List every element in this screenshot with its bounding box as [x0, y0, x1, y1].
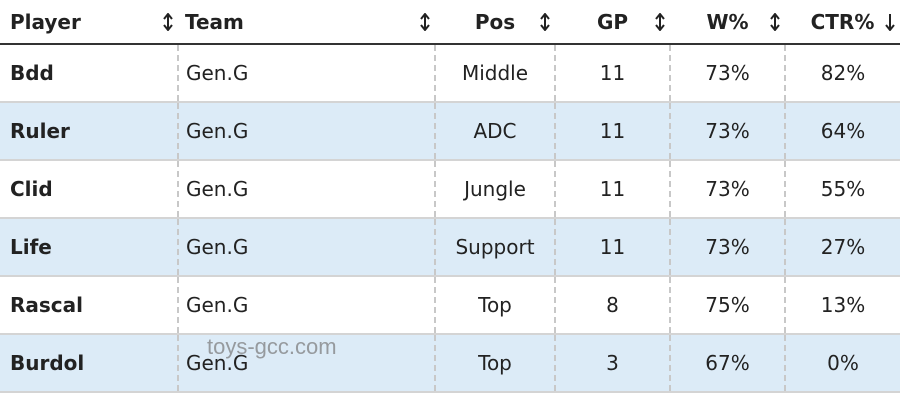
cell: Gen.G [177, 102, 435, 161]
player-cell: Ruler [0, 102, 178, 161]
cell: Gen.G [177, 218, 435, 277]
cell: Gen.G [177, 44, 435, 103]
sort-icon[interactable] [884, 13, 896, 31]
player-cell: Rascal [0, 276, 178, 335]
cell: 67% [669, 334, 785, 393]
table-row: Clid Gen.G Jungle 11 73% 55% [0, 160, 900, 219]
cell: 73% [669, 218, 785, 277]
sort-icon[interactable] [419, 13, 431, 31]
cell: 75% [669, 276, 785, 335]
cell: 11 [554, 160, 670, 219]
cell: 64% [784, 102, 900, 161]
player-cell: Burdol [0, 334, 178, 393]
column-header[interactable]: CTR% [785, 0, 900, 45]
cell: 73% [669, 102, 785, 161]
cell: Gen.G [177, 334, 435, 393]
cell: 82% [784, 44, 900, 103]
cell: Middle [434, 44, 555, 103]
column-header[interactable]: Player [0, 0, 178, 45]
sort-icon[interactable] [162, 13, 174, 31]
column-header[interactable]: Pos [435, 0, 555, 45]
table-row: Rascal Gen.G Top 8 75% 13% [0, 276, 900, 335]
stats-table: Player Team Pos GP W% CTR% Bdd Gen.G Middle 11 73… [0, 0, 900, 393]
cell: 3 [554, 334, 670, 393]
header-label: Team [185, 9, 244, 34]
header-label: CTR% [810, 9, 875, 34]
cell: Jungle [434, 160, 555, 219]
table-row: Burdol Gen.G Top 3 67% 0% [0, 334, 900, 393]
player-cell: Bdd [0, 44, 178, 103]
cell: 55% [784, 160, 900, 219]
sort-icon[interactable] [654, 13, 666, 31]
header-label: GP [596, 9, 629, 34]
column-header[interactable]: Team [178, 0, 435, 45]
header-label: Player [10, 9, 81, 34]
header-label: Pos [474, 9, 516, 34]
cell: Top [434, 334, 555, 393]
cell: Gen.G [177, 276, 435, 335]
cell: ADC [434, 102, 555, 161]
sort-icon[interactable] [769, 13, 781, 31]
cell: 11 [554, 218, 670, 277]
table-body: Bdd Gen.G Middle 11 73% 82% Ruler Gen.G ADC 11 73%… [0, 44, 900, 393]
cell: 73% [669, 44, 785, 103]
cell: 0% [784, 334, 900, 393]
cell: 73% [669, 160, 785, 219]
cell: Top [434, 276, 555, 335]
cell: 13% [784, 276, 900, 335]
cell: Gen.G [177, 160, 435, 219]
sort-icon[interactable] [539, 13, 551, 31]
watermark: toys-gcc.com [207, 334, 337, 359]
table-row: Bdd Gen.G Middle 11 73% 82% [0, 44, 900, 103]
player-cell: Life [0, 218, 178, 277]
cell: 11 [554, 102, 670, 161]
column-header[interactable]: W% [670, 0, 785, 45]
player-cell: Clid [0, 160, 178, 219]
table-row: Life Gen.G Support 11 73% 27% [0, 218, 900, 277]
column-header[interactable]: GP [555, 0, 670, 45]
cell: 11 [554, 44, 670, 103]
table-row: Ruler Gen.G ADC 11 73% 64% [0, 102, 900, 161]
header-label: W% [706, 9, 749, 34]
cell: Support [434, 218, 555, 277]
cell: 8 [554, 276, 670, 335]
cell: 27% [784, 218, 900, 277]
header-row: Player Team Pos GP W% CTR% [0, 0, 900, 45]
